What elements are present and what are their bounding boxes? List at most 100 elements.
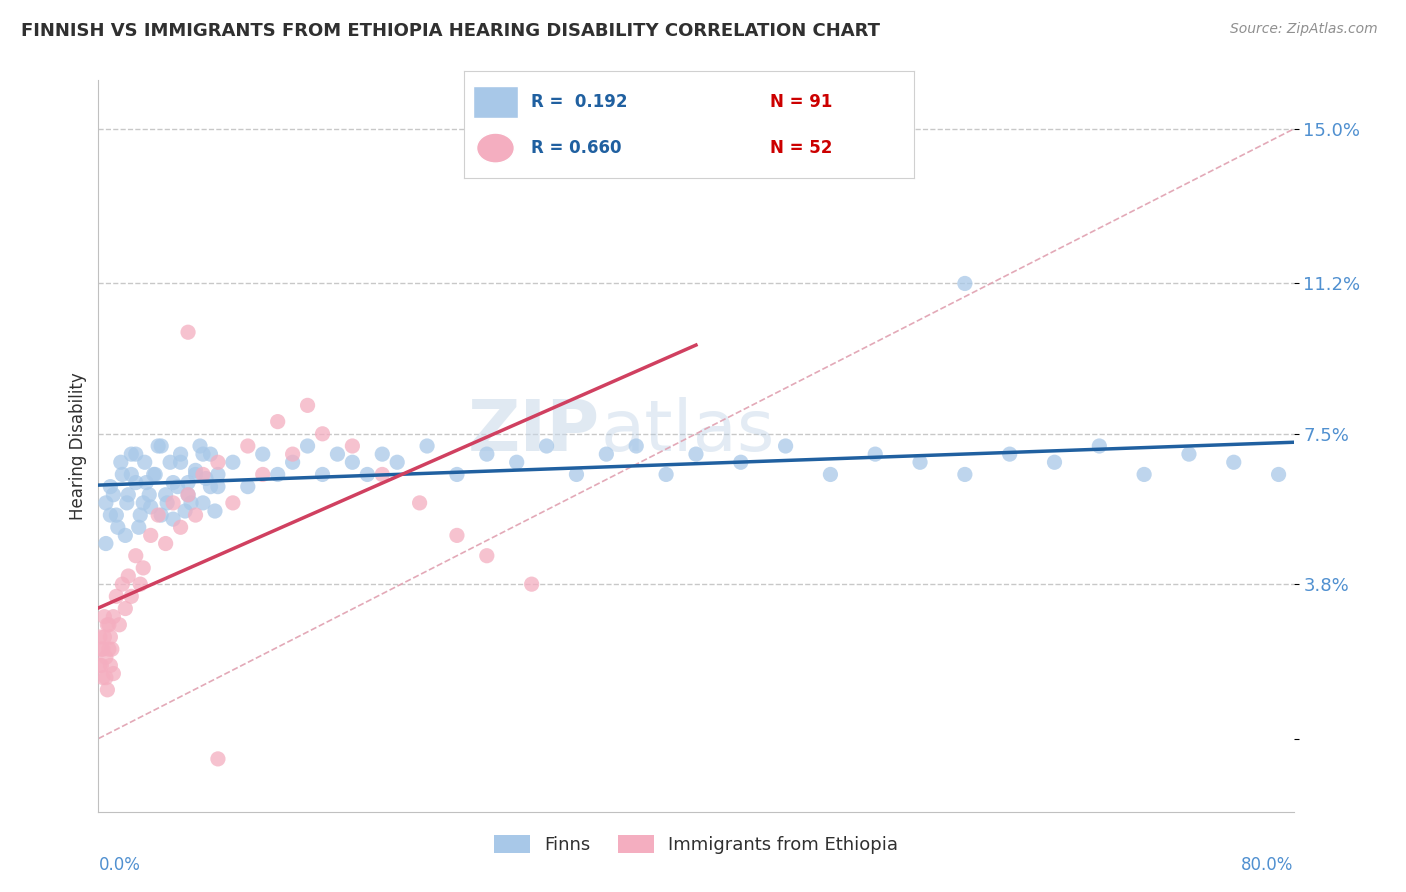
Point (132, 496, 155, 510)
Point (162, 512, 184, 526)
Point (207, 467, 229, 482)
Point (143, 467, 166, 482)
Point (416, 439, 439, 453)
Point (142, 467, 165, 482)
Point (98, 630, 122, 644)
Point (105, 590, 128, 604)
Point (138, 488, 160, 502)
Point (90, 642, 112, 657)
Point (155, 536, 177, 550)
Point (132, 561, 155, 575)
Point (1298, 439, 1320, 453)
Point (1386, 447, 1406, 461)
Point (1223, 455, 1246, 469)
Point (204, 504, 226, 518)
Point (236, 480, 259, 494)
Point (125, 549, 148, 563)
Point (96, 617, 118, 632)
Point (207, 455, 229, 469)
Point (252, 467, 274, 482)
Point (120, 590, 142, 604)
Point (311, 467, 333, 482)
Point (169, 447, 191, 461)
Text: R =  0.192: R = 0.192 (531, 93, 628, 111)
Point (326, 447, 349, 461)
Point (385, 455, 409, 469)
Point (117, 569, 139, 583)
Point (475, 447, 498, 461)
Point (107, 520, 129, 534)
Point (148, 439, 170, 453)
Point (520, 577, 543, 591)
Point (1357, 467, 1379, 482)
Point (150, 439, 173, 453)
Point (125, 447, 148, 461)
Point (128, 520, 150, 534)
Point (908, 455, 931, 469)
Point (655, 467, 678, 482)
Point (297, 398, 319, 412)
Point (98, 658, 122, 673)
Point (1043, 455, 1066, 469)
Point (207, 752, 229, 766)
Point (120, 467, 142, 482)
Point (105, 508, 128, 522)
Point (135, 475, 157, 490)
Text: atlas: atlas (600, 397, 775, 466)
Point (129, 508, 152, 522)
Point (267, 467, 290, 482)
Point (311, 426, 333, 441)
Point (184, 508, 207, 522)
Point (191, 496, 214, 510)
Text: N = 91: N = 91 (770, 93, 832, 111)
Point (281, 447, 304, 461)
Point (125, 475, 148, 490)
Point (96, 682, 118, 697)
Point (162, 475, 184, 490)
Point (222, 455, 245, 469)
Point (953, 277, 976, 291)
Point (139, 528, 162, 542)
Point (953, 467, 976, 482)
Point (775, 439, 797, 453)
Point (177, 488, 200, 502)
Point (342, 455, 364, 469)
Point (134, 455, 156, 469)
Point (150, 508, 173, 522)
Point (1133, 467, 1156, 482)
Point (156, 496, 179, 510)
Text: FINNISH VS IMMIGRANTS FROM ETHIOPIA HEARING DISABILITY CORRELATION CHART: FINNISH VS IMMIGRANTS FROM ETHIOPIA HEAR… (21, 22, 880, 40)
Point (1327, 455, 1350, 469)
Point (174, 504, 197, 518)
Point (162, 496, 184, 510)
Y-axis label: Hearing Disability: Hearing Disability (69, 372, 87, 520)
Point (536, 439, 558, 453)
Text: N = 52: N = 52 (770, 139, 832, 157)
Point (191, 447, 214, 461)
Point (91, 642, 114, 657)
Point (114, 601, 136, 615)
Point (180, 496, 202, 510)
Point (184, 463, 207, 477)
Point (115, 496, 138, 510)
Point (184, 467, 207, 482)
Point (865, 447, 887, 461)
Point (111, 577, 134, 591)
Point (446, 467, 468, 482)
Point (117, 488, 139, 502)
Point (177, 475, 200, 490)
Text: 0.0%: 0.0% (98, 855, 141, 873)
Point (1178, 447, 1201, 461)
Point (356, 467, 378, 482)
Point (114, 528, 136, 542)
Point (108, 617, 131, 632)
Text: R = 0.660: R = 0.660 (531, 139, 621, 157)
Point (94, 496, 117, 510)
Point (111, 467, 134, 482)
Point (408, 496, 430, 510)
Point (89, 630, 111, 644)
Text: Source: ZipAtlas.com: Source: ZipAtlas.com (1230, 22, 1378, 37)
Circle shape (477, 133, 515, 163)
Point (155, 488, 177, 502)
Point (207, 480, 229, 494)
